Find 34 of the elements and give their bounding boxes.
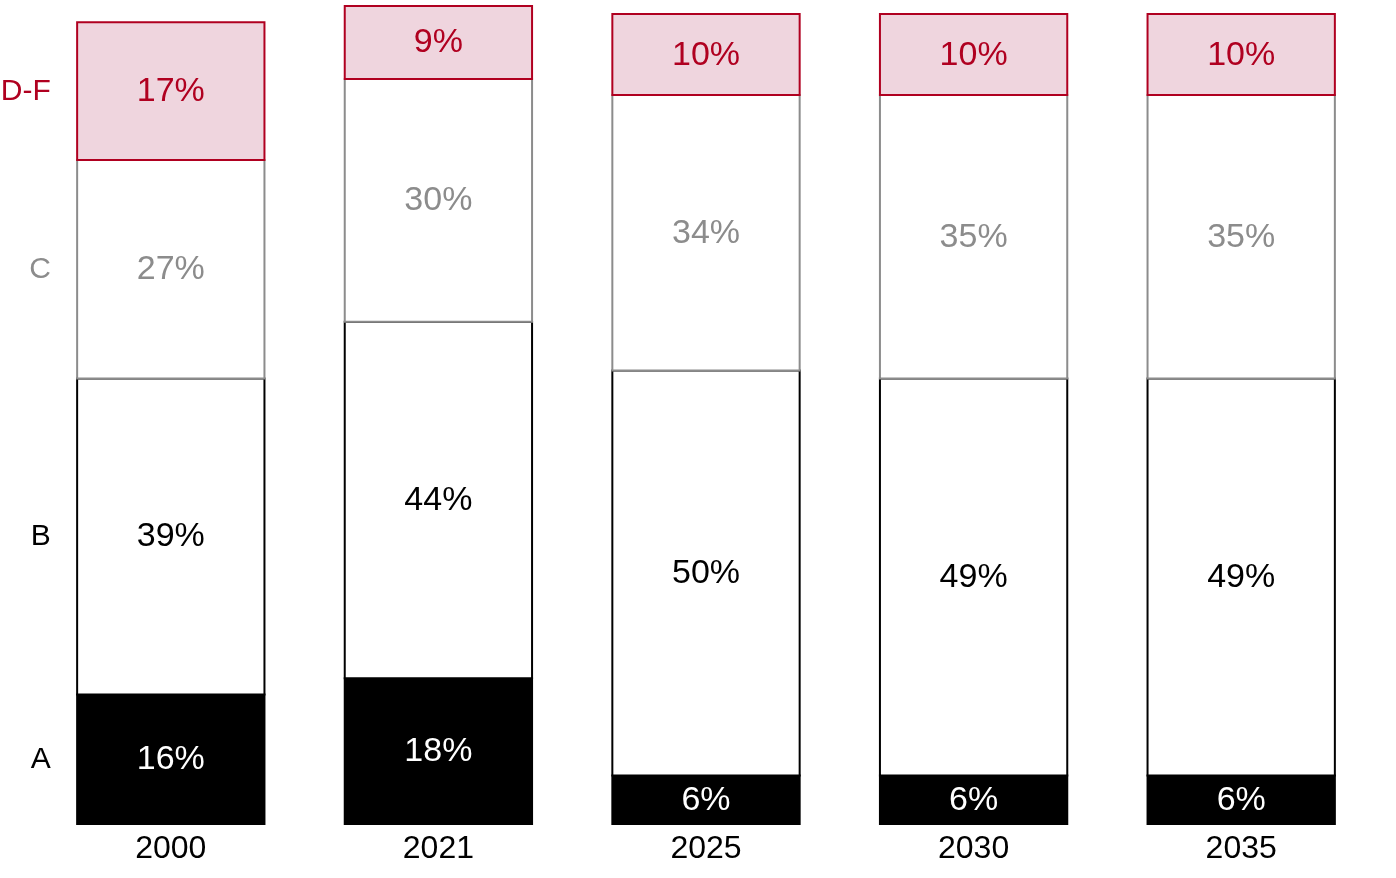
data-label: 27% — [136, 248, 205, 287]
data-label: 39% — [136, 515, 205, 554]
data-label: 50% — [671, 551, 741, 590]
x-tick-label: 2000 — [135, 828, 207, 865]
bar — [1146, 13, 1336, 97]
data-label: 17% — [136, 70, 205, 109]
bar — [76, 21, 266, 161]
x-tick-label: 2021 — [402, 828, 474, 865]
data-label: 30% — [404, 179, 473, 218]
data-label: 10% — [1207, 33, 1276, 72]
data-label: 9% — [413, 21, 463, 60]
bar — [611, 13, 801, 97]
x-tick-label: 2030 — [938, 828, 1010, 865]
series-label: C — [29, 251, 51, 285]
bar — [878, 13, 1069, 97]
data-label: 6% — [1216, 778, 1266, 817]
data-label: 6% — [681, 778, 731, 817]
data-label: 35% — [939, 215, 1008, 254]
data-label: 44% — [404, 479, 473, 518]
series-label: B — [30, 518, 51, 552]
data-label: 10% — [939, 33, 1008, 72]
data-label: 18% — [404, 730, 473, 769]
data-label: 6% — [949, 778, 999, 817]
series-label: D-F — [0, 73, 51, 107]
x-tick-label: 2025 — [670, 828, 742, 865]
data-label: 49% — [1207, 555, 1276, 594]
data-label: 34% — [671, 211, 741, 250]
series-label: A — [30, 741, 51, 775]
data-label: 49% — [939, 555, 1008, 594]
data-label: 10% — [671, 33, 741, 72]
x-tick-label: 2035 — [1205, 828, 1277, 865]
bar — [343, 5, 534, 80]
data-label: 16% — [136, 738, 205, 777]
data-label: 35% — [1207, 215, 1276, 254]
